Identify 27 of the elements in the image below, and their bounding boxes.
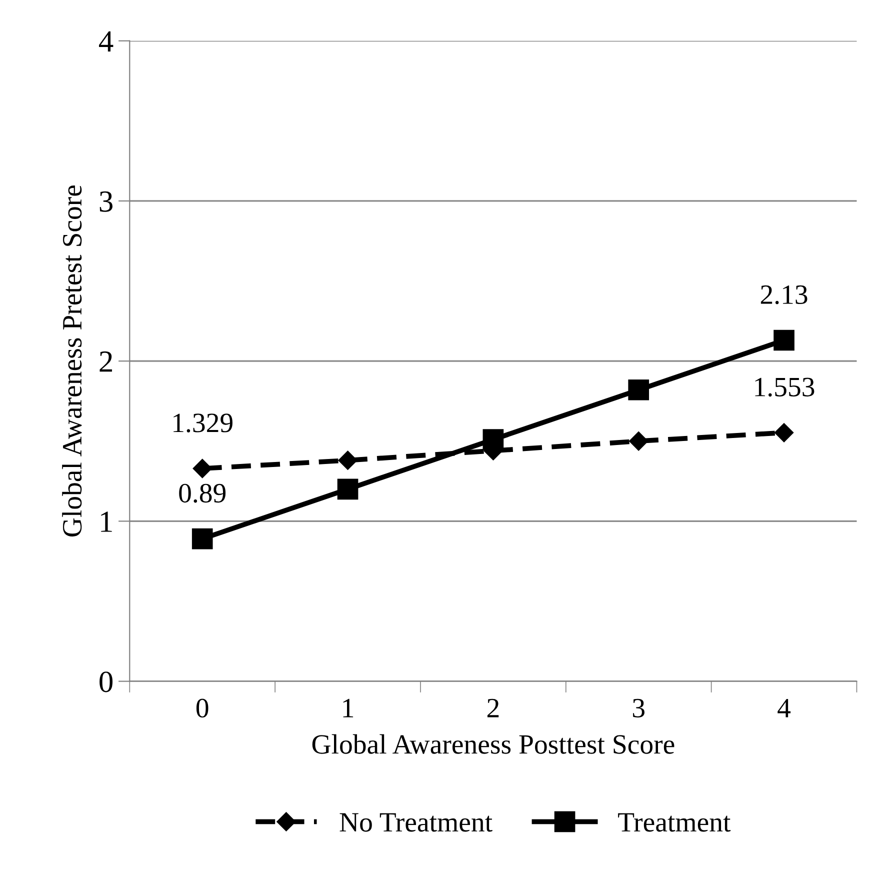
point (628, 379, 650, 400)
y-tick-label: 4 (98, 31, 114, 52)
y-axis-title: Global Awareness Pretest Score (62, 185, 82, 536)
x-tick-label: 3 (632, 698, 644, 718)
point (629, 432, 648, 451)
data-label: 2.13 (760, 285, 808, 304)
point (192, 458, 212, 478)
x-tick-label: 2 (487, 698, 499, 718)
data-label: 1.329 (174, 414, 232, 432)
x-axis-title: Global Awareness Posttest Score (312, 734, 674, 754)
x-tick-label: 4 (778, 698, 791, 718)
y-tick-label: 2 (100, 351, 112, 372)
x-tick-label: 1 (343, 698, 354, 718)
data-label: 0.89 (179, 484, 226, 503)
point (337, 478, 358, 500)
y-tick-label: 0 (100, 672, 113, 692)
point (338, 450, 358, 470)
y-tick-label: 1 (101, 512, 112, 532)
legend-label: No Treatment (340, 813, 492, 832)
y-tick-label: 3 (100, 191, 112, 212)
data-label: 1.553 (755, 378, 814, 397)
point (482, 429, 504, 450)
x-tick-label: 0 (196, 698, 208, 718)
point (192, 528, 213, 550)
point (774, 423, 794, 442)
legend-label: Treatment (618, 813, 731, 832)
point (774, 330, 794, 351)
